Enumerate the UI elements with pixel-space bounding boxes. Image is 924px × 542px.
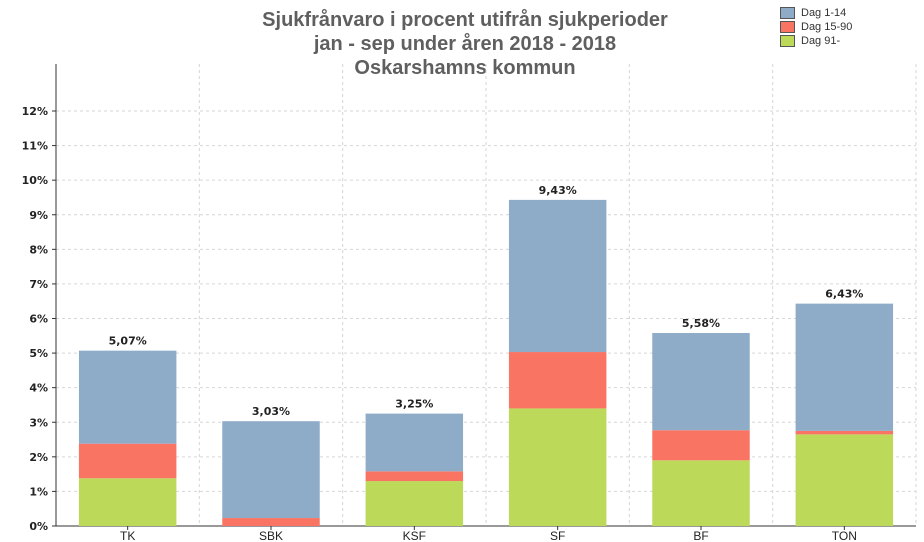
y-tick-label: 10%: [22, 174, 48, 187]
category-label-sf: SF: [550, 529, 565, 542]
bar-segment-dag-15-90-tk: [78, 443, 177, 479]
bar-segment-dag-15-90-ksf: [365, 471, 464, 482]
bar-segment-dag-91-tk: [78, 478, 177, 526]
legend-swatch-dag-15-90: [780, 21, 795, 33]
total-label-ton: 6,43%: [825, 288, 863, 301]
chart-title-line-2: jan - sep under åren 2018 - 2018: [313, 33, 617, 55]
bar-segment-dag-91-bf: [652, 460, 750, 526]
total-label-ksf: 3,25%: [395, 398, 433, 411]
y-tick-label: 2%: [29, 451, 48, 464]
y-tick-label: 0%: [29, 520, 48, 533]
bar-segment-dag-15-90-sf: [508, 352, 607, 409]
y-tick-label: 11%: [22, 140, 48, 153]
chart-legend: Dag 1-14 Dag 15-90 Dag 91-: [780, 6, 852, 48]
bar-segment-dag-91-sf: [508, 408, 607, 526]
legend-item-dag-91: Dag 91-: [780, 34, 852, 48]
category-label-tk: TK: [120, 529, 135, 542]
bar-segment-dag-91-ksf: [365, 481, 464, 526]
category-label-ton: TON: [832, 529, 857, 542]
category-label-ksf: KSF: [403, 529, 426, 542]
legend-label-dag-15-90: Dag 15-90: [801, 21, 853, 33]
legend-label-dag-91: Dag 91-: [801, 35, 841, 47]
chart-title-line-3: Oskarshamns kommun: [354, 57, 576, 79]
y-tick-label: 4%: [29, 382, 48, 395]
bar-segment-dag-1-14-tk: [78, 350, 177, 444]
chart-title: Sjukfrånvaro i procent utifrån sjukperio…: [200, 8, 730, 80]
bar-segment-dag-1-14-sf: [508, 199, 607, 353]
y-tick-label: 7%: [29, 278, 48, 291]
chart-title-line-1: Sjukfrånvaro i procent utifrån sjukperio…: [262, 9, 668, 31]
category-label-sbk: SBK: [259, 529, 283, 542]
bar-segment-dag-1-14-bf: [652, 333, 750, 431]
y-tick-label: 8%: [29, 243, 48, 256]
bar-segment-dag-15-90-sbk: [222, 518, 320, 526]
bar-segment-dag-1-14-ton: [795, 303, 894, 431]
y-tick-label: 3%: [29, 416, 48, 429]
bar-segment-dag-1-14-sbk: [222, 421, 320, 519]
bar-segment-dag-91-ton: [795, 434, 894, 526]
y-tick-label: 6%: [29, 313, 48, 326]
bar-segment-dag-1-14-ksf: [365, 413, 464, 472]
bar-segment-dag-15-90-bf: [652, 430, 750, 461]
legend-swatch-dag-91: [780, 35, 795, 47]
legend-swatch-dag-1-14: [780, 7, 795, 19]
y-tick-label: 12%: [22, 105, 48, 118]
category-label-bf: BF: [693, 529, 708, 542]
total-label-bf: 5,58%: [682, 317, 720, 330]
legend-item-dag-15-90: Dag 15-90: [780, 20, 852, 34]
legend-label-dag-1-14: Dag 1-14: [801, 7, 847, 19]
y-tick-label: 5%: [29, 347, 48, 360]
y-tick-label: 9%: [29, 209, 48, 222]
total-label-tk: 5,07%: [109, 335, 147, 348]
total-label-sbk: 3,03%: [252, 405, 290, 418]
bar-segment-dag-15-90-ton: [795, 430, 894, 435]
y-tick-label: 1%: [29, 485, 48, 498]
legend-item-dag-1-14: Dag 1-14: [780, 6, 852, 20]
total-label-sf: 9,43%: [539, 184, 577, 197]
